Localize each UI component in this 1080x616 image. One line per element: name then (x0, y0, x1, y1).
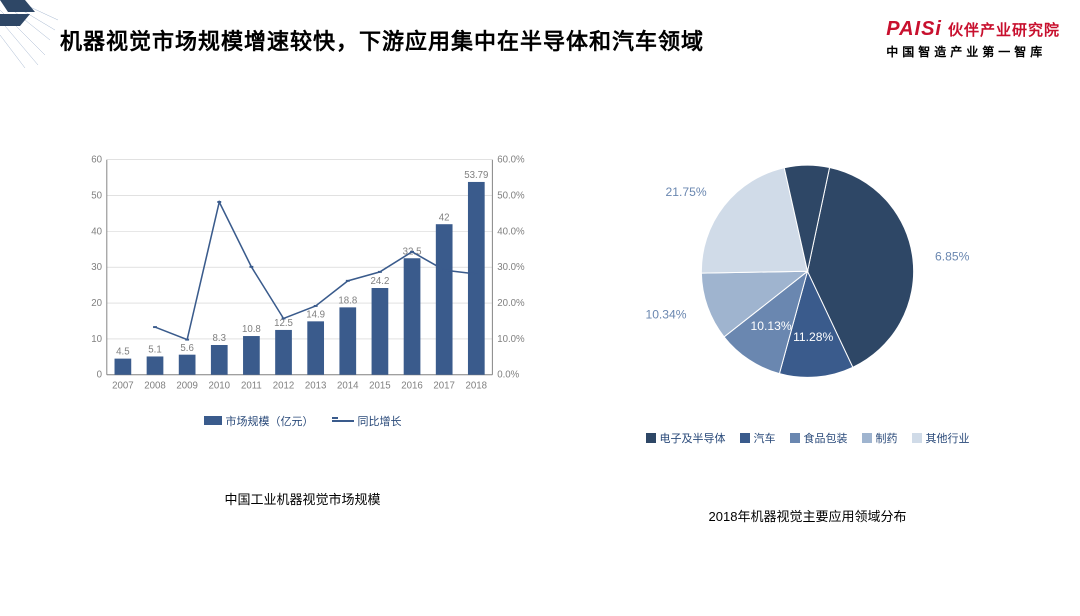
svg-text:2014: 2014 (337, 380, 359, 391)
svg-text:2007: 2007 (112, 380, 134, 391)
svg-text:0.0%: 0.0% (497, 370, 519, 381)
svg-text:60.0%: 60.0% (497, 155, 525, 166)
pie-chart-legend: 电子及半导体汽车食品包装制药其他行业 (575, 430, 1040, 446)
svg-text:2008: 2008 (144, 380, 166, 391)
svg-text:2018: 2018 (466, 380, 488, 391)
corner-decoration (0, 0, 60, 70)
svg-text:2013: 2013 (305, 380, 327, 391)
svg-text:24.2: 24.2 (371, 276, 390, 287)
svg-text:50: 50 (91, 190, 102, 201)
svg-text:5.1: 5.1 (148, 345, 161, 356)
svg-text:14.9: 14.9 (306, 309, 325, 320)
svg-text:2016: 2016 (401, 380, 423, 391)
svg-text:2011: 2011 (241, 380, 262, 391)
svg-text:50.0%: 50.0% (497, 190, 525, 201)
legend-item: 电子及半导体 (646, 430, 726, 446)
page-title: 机器视觉市场规模增速较快，下游应用集中在半导体和汽车领域 (60, 24, 704, 56)
svg-text:10.13%: 10.13% (751, 319, 792, 333)
legend-item: 其他行业 (912, 430, 970, 446)
svg-text:18.8: 18.8 (338, 295, 357, 306)
svg-text:5.6: 5.6 (180, 343, 193, 354)
svg-text:10: 10 (91, 334, 102, 345)
svg-text:4.5: 4.5 (116, 347, 129, 358)
legend-item: 同比增长 (332, 413, 402, 429)
legend-item: 食品包装 (790, 430, 848, 446)
bar-chart-legend: 市场规模（亿元） 同比增长 (70, 413, 535, 429)
legend-item: 汽车 (740, 430, 776, 446)
svg-text:20: 20 (91, 298, 102, 309)
svg-text:2009: 2009 (176, 380, 198, 391)
svg-text:10.8: 10.8 (242, 324, 261, 335)
bar-line-chart: 0 10 20 30 40 50 60 0.0% 10.0% 20.0% 30.0% 40.0% 50.… (70, 150, 535, 402)
brand-block: PAISi 伙伴产业研究院 中国智造产业第一智库 (886, 18, 1060, 60)
svg-text:60: 60 (91, 155, 102, 166)
svg-text:10.0%: 10.0% (497, 334, 525, 345)
pie-chart-container: 6.85% 11.28%10.13% 10.34% 21.75% 电子及半导体汽车食品… (575, 150, 1040, 525)
pie-chart: 6.85% 11.28%10.13% 10.34% 21.75% (575, 150, 1040, 413)
svg-text:2010: 2010 (209, 380, 231, 391)
svg-text:40: 40 (91, 226, 102, 237)
svg-text:8.3: 8.3 (213, 333, 226, 344)
bar-chart-caption: 中国工业机器视觉市场规模 (70, 489, 535, 508)
svg-text:40.0%: 40.0% (497, 226, 525, 237)
svg-text:30: 30 (91, 262, 102, 273)
brand-tagline: 中国智造产业第一智库 (886, 43, 1060, 60)
svg-text:42: 42 (439, 212, 450, 223)
svg-text:2017: 2017 (433, 380, 455, 391)
svg-text:53.79: 53.79 (464, 170, 488, 181)
svg-text:20.0%: 20.0% (497, 298, 525, 309)
svg-text:2012: 2012 (273, 380, 295, 391)
svg-text:11.28%: 11.28% (793, 330, 833, 344)
svg-text:6.85%: 6.85% (935, 250, 970, 264)
svg-text:21.75%: 21.75% (666, 185, 707, 199)
legend-item: 制药 (862, 430, 898, 446)
bar-chart-container: 0 10 20 30 40 50 60 0.0% 10.0% 20.0% 30.0% 40.0% 50.… (70, 150, 535, 525)
pie-chart-caption: 2018年机器视觉主要应用领域分布 (575, 506, 1040, 525)
legend-item: 市场规模（亿元） (204, 413, 314, 429)
svg-text:10.34%: 10.34% (645, 307, 686, 321)
svg-text:12.5: 12.5 (274, 318, 293, 329)
svg-text:0: 0 (97, 370, 102, 381)
brand-logo: PAISi (886, 18, 942, 41)
brand-name: 伙伴产业研究院 (948, 19, 1060, 40)
svg-text:30.0%: 30.0% (497, 262, 525, 273)
svg-text:2015: 2015 (369, 380, 391, 391)
